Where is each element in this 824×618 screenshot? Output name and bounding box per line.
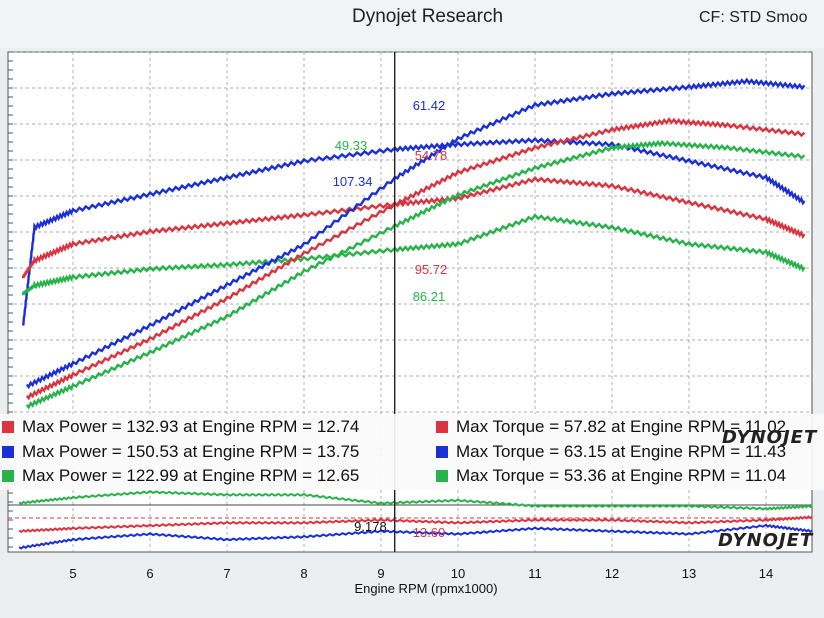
green-power-line bbox=[25, 139, 806, 410]
legend-power-red: Max Power = 132.93 at Engine RPM = 12.74 bbox=[2, 417, 359, 441]
legend-torque-green: Max Torque = 53.36 at Engine RPM = 11.04 bbox=[436, 466, 824, 490]
x-tick-label: 8 bbox=[300, 566, 307, 581]
x-axis-label: Engine RPM (rpmx1000) bbox=[354, 581, 497, 596]
green-afr-line bbox=[18, 490, 813, 511]
correction-factor-label: CF: STD Smoo bbox=[699, 9, 808, 26]
dynojet-logo: DYNOJET bbox=[722, 427, 818, 448]
legend-torque-red: Max Torque = 57.82 at Engine RPM = 11.02 bbox=[436, 417, 824, 441]
blue-power-line bbox=[25, 77, 806, 390]
x-tick-label: 7 bbox=[223, 566, 230, 581]
red-power-readout: 95.72 bbox=[415, 262, 448, 277]
cursor-rpm-label: 9.178 bbox=[354, 519, 387, 534]
legend-power-green: Max Power = 122.99 at Engine RPM = 12.65 bbox=[2, 466, 359, 490]
red-torque-readout: 54.78 bbox=[415, 148, 448, 163]
green-swatch-icon bbox=[2, 470, 14, 482]
blue-swatch-icon bbox=[2, 446, 14, 458]
blue-afr-line bbox=[18, 523, 813, 550]
x-tick-label: 6 bbox=[146, 566, 153, 581]
red-power-line bbox=[25, 117, 806, 401]
legend-panel: Max Power = 132.93 at Engine RPM = 12.74… bbox=[0, 414, 824, 490]
cursor-afr-label: 13.60 bbox=[413, 525, 446, 540]
dynojet-logo-lower: DYNOJET bbox=[718, 530, 814, 551]
legend-power-blue: Max Power = 150.53 at Engine RPM = 13.75 bbox=[2, 442, 359, 466]
x-tick-label: 11 bbox=[528, 566, 542, 581]
chart-title: Dynojet Research bbox=[352, 6, 504, 27]
x-tick-label: 14 bbox=[759, 566, 773, 581]
x-tick-label: 12 bbox=[605, 566, 619, 581]
red-swatch-icon bbox=[436, 421, 448, 433]
x-tick-label: 10 bbox=[451, 566, 465, 581]
green-power-readout: 86.21 bbox=[413, 289, 446, 304]
blue-swatch-icon bbox=[436, 446, 448, 458]
x-tick-label: 5 bbox=[69, 566, 76, 581]
header-bar: Dynojet Research CF: STD Smoo bbox=[0, 0, 824, 48]
green-torque-readout: 49.33 bbox=[335, 138, 368, 153]
red-swatch-icon bbox=[2, 421, 14, 433]
x-tick-label: 13 bbox=[682, 566, 696, 581]
green-swatch-icon bbox=[436, 470, 448, 482]
blue-power-readout: 107.34 bbox=[333, 174, 373, 189]
red-afr-line bbox=[18, 515, 813, 534]
blue-torque-readout: 61.42 bbox=[413, 98, 446, 113]
x-tick-label: 9 bbox=[377, 566, 384, 581]
legend-torque-blue: Max Torque = 63.15 at Engine RPM = 11.43 bbox=[436, 442, 824, 466]
